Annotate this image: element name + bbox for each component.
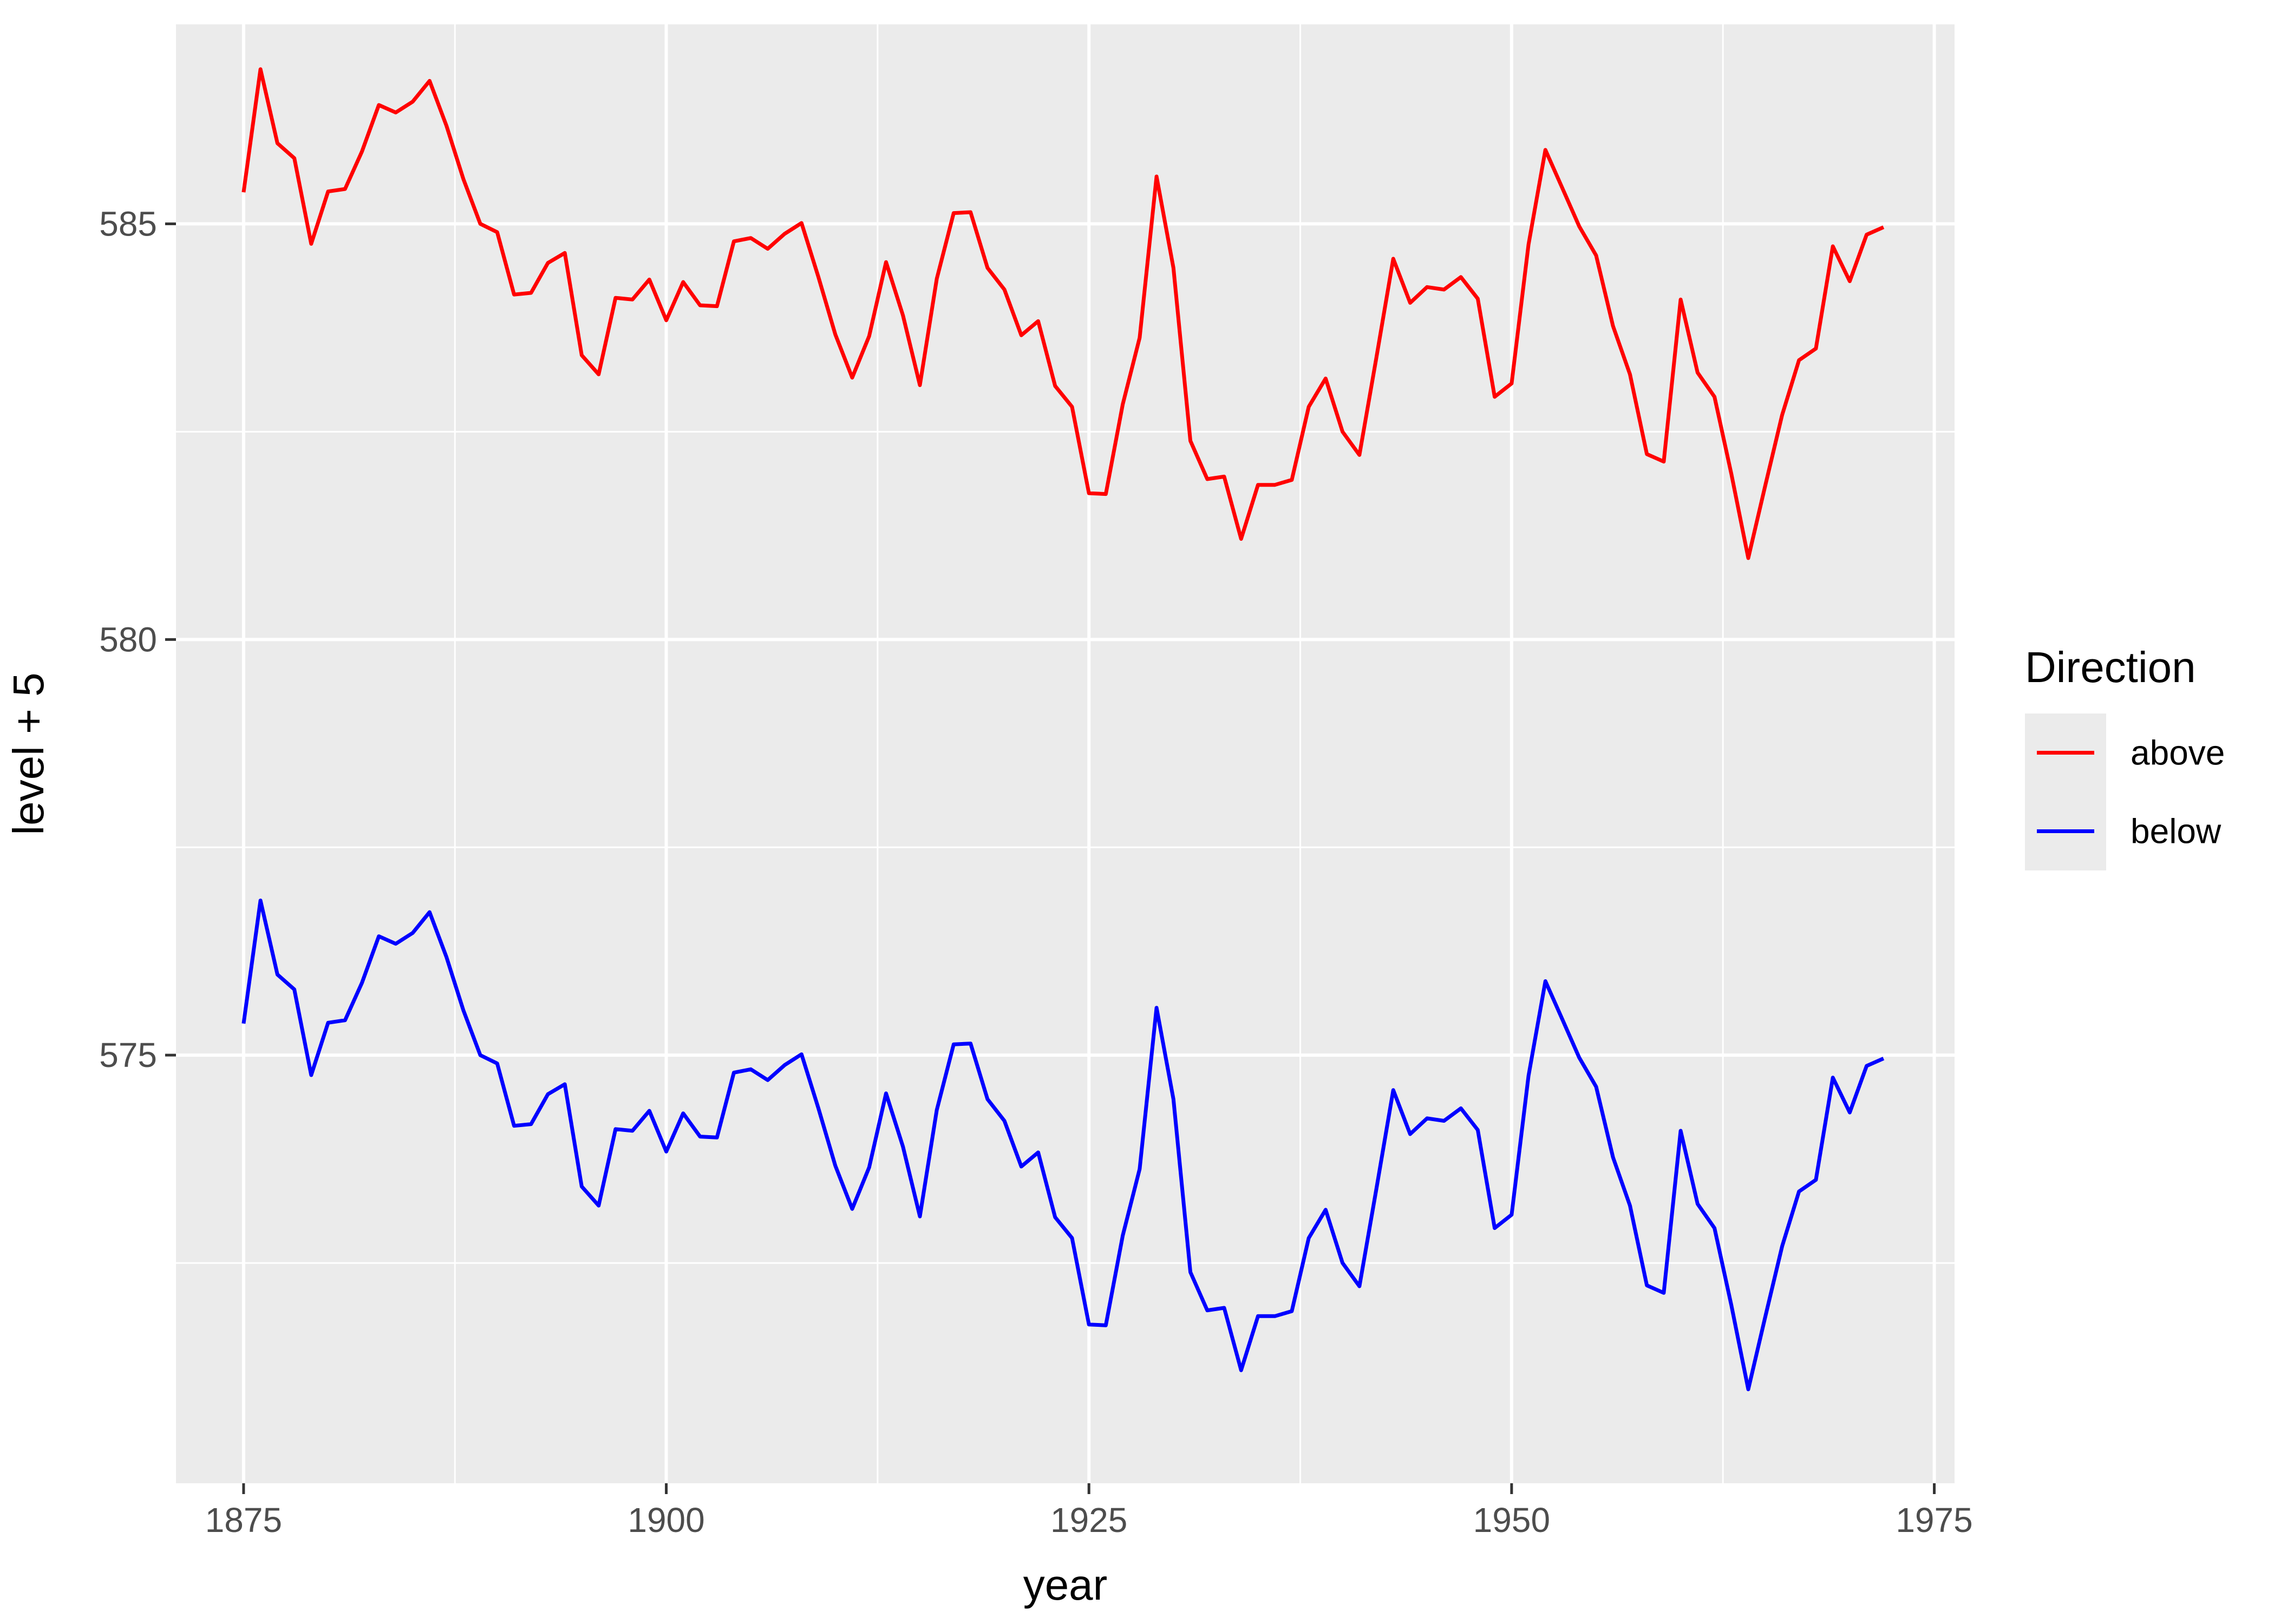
minor-gridlines xyxy=(176,24,1955,1483)
series-lines xyxy=(241,67,1885,1391)
y-tick-label: 575 xyxy=(99,1036,157,1075)
y-axis: 575 580 585 xyxy=(99,205,176,1075)
series-line-above xyxy=(241,67,1885,560)
x-axis: 1875 1900 1925 1950 1975 xyxy=(205,1483,1973,1540)
legend-label-below: below xyxy=(2131,812,2221,851)
plot-panel xyxy=(176,24,1955,1483)
major-gridlines xyxy=(176,24,1955,1483)
x-tick-label: 1900 xyxy=(628,1501,704,1540)
x-tick-label: 1975 xyxy=(1896,1501,1972,1540)
x-axis-title: year xyxy=(1023,1561,1108,1609)
x-tick-label: 1950 xyxy=(1473,1501,1550,1540)
series-line-below xyxy=(241,899,1885,1391)
legend-title: Direction xyxy=(2025,643,2196,691)
y-tick-label: 585 xyxy=(99,205,157,244)
legend-label-above: above xyxy=(2131,734,2225,772)
legend-key-background xyxy=(2025,713,2106,870)
y-tick-label: 580 xyxy=(99,620,157,659)
legend: Direction above below xyxy=(2025,643,2225,870)
x-tick-label: 1925 xyxy=(1050,1501,1127,1540)
y-axis-title: level + 5 xyxy=(4,672,53,835)
x-tick-label: 1875 xyxy=(205,1501,282,1540)
